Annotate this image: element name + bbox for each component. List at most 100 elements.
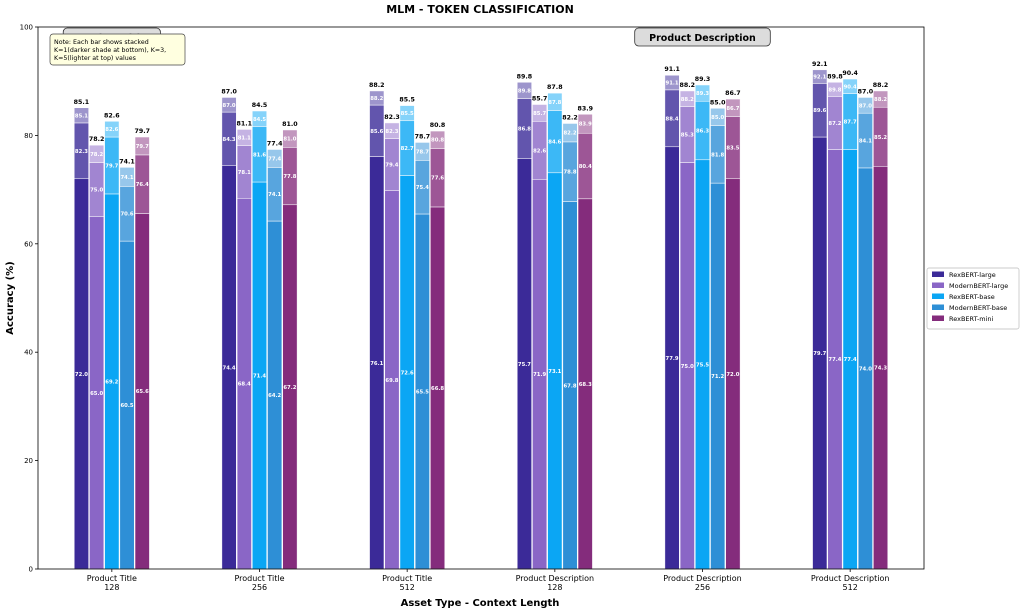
section-label: Product Description — [634, 27, 771, 47]
k1-label: 74.0 — [859, 366, 872, 372]
k5-label: 82.3 — [385, 129, 398, 135]
bar-top-label: 85.7 — [532, 96, 548, 103]
bar-top-label: 86.7 — [725, 90, 741, 97]
bar-k5 — [547, 92, 563, 111]
bar-k5 — [369, 90, 385, 106]
k1-label: 71.9 — [533, 372, 546, 378]
bar-top-label: 81.0 — [282, 121, 298, 128]
k1-label: 73.1 — [548, 369, 561, 375]
k1-label: 69.8 — [385, 378, 398, 384]
legend-swatch — [932, 315, 944, 321]
section-label-box — [634, 27, 771, 47]
k1-label: 65.6 — [136, 389, 149, 395]
bar-top-label: 89.3 — [695, 76, 711, 83]
k5-label: 89.3 — [696, 91, 709, 97]
bar-top-label: 87.0 — [858, 88, 874, 95]
bar-k5 — [577, 114, 593, 134]
bar-top-label: 90.4 — [842, 70, 858, 77]
k1-label: 79.7 — [813, 351, 826, 357]
bar-top-label: 84.5 — [252, 102, 268, 109]
bar-top-label: 89.8 — [827, 73, 843, 80]
k5-label: 77.4 — [268, 156, 281, 162]
x-axis-label: Asset Type - Context Length — [401, 598, 560, 609]
bar-k5 — [562, 123, 578, 143]
x-tick-label: Product Title — [234, 574, 284, 583]
k5-label: 83.9 — [579, 122, 592, 128]
x-tick-label: Product Description — [516, 574, 594, 583]
k3-label: 78.1 — [238, 170, 251, 176]
k5-label: 87.8 — [548, 100, 561, 106]
legend-label: RexBERT-mini — [949, 315, 994, 323]
k3-label: 84.6 — [548, 140, 561, 146]
bar-k5 — [842, 78, 858, 94]
bar-k5 — [134, 136, 150, 156]
k1-label: 72.0 — [75, 372, 88, 378]
k1-label: 72.0 — [726, 372, 739, 378]
k3-label: 79.7 — [105, 163, 118, 169]
k1-label: 77.9 — [666, 356, 679, 362]
k1-label: 68.3 — [579, 382, 592, 388]
k3-label: 76.4 — [136, 182, 149, 188]
k5-label: 82.6 — [105, 127, 118, 133]
k3-label: 85.3 — [681, 133, 694, 139]
k3-label: 80.4 — [579, 164, 592, 170]
x-tick-label: Product Title — [382, 574, 432, 583]
bar-k5 — [710, 108, 726, 126]
k5-label: 87.0 — [859, 103, 872, 109]
k1-label: 74.3 — [874, 366, 887, 372]
k5-label: 78.2 — [90, 152, 103, 158]
k5-label: 81.0 — [283, 137, 296, 143]
k1-label: 76.1 — [370, 361, 383, 367]
k3-label: 79.4 — [385, 163, 398, 169]
k3-label: 70.6 — [120, 212, 133, 218]
k5-label: 78.7 — [416, 149, 429, 155]
bar-top-label: 81.1 — [237, 120, 253, 127]
bar-k5 — [384, 122, 400, 139]
bar-top-label: 91.1 — [664, 66, 680, 73]
k3-label: 89.6 — [813, 108, 826, 114]
bar-k5 — [282, 129, 298, 148]
bar-k5 — [695, 84, 710, 102]
k1-label: 65.0 — [90, 391, 103, 397]
bar-k5 — [725, 98, 741, 117]
k1-label: 75.7 — [518, 362, 531, 368]
k5-label: 74.1 — [120, 175, 133, 181]
bar-k5 — [664, 74, 680, 91]
k5-label: 85.0 — [711, 115, 724, 121]
bar-k5 — [236, 129, 252, 146]
y-tick-label: 20 — [24, 457, 33, 465]
bar-k5 — [827, 82, 843, 97]
k3-label: 81.6 — [253, 152, 266, 158]
bar-top-label: 89.8 — [517, 73, 533, 80]
legend-label: RexBERT-large — [949, 271, 996, 279]
x-tick-label: 256 — [252, 583, 267, 592]
k3-label: 75.4 — [416, 185, 429, 191]
bar-top-label: 82.2 — [562, 114, 578, 121]
bar-k5 — [89, 144, 105, 163]
y-tick-label: 80 — [24, 132, 33, 140]
bar-k5 — [812, 69, 828, 84]
k5-label: 85.5 — [401, 111, 414, 117]
k1-label: 65.5 — [416, 389, 429, 395]
k5-label: 85.1 — [75, 113, 88, 119]
bar-top-label: 87.0 — [221, 88, 237, 95]
bar-top-label: 88.2 — [873, 82, 889, 89]
k3-label: 78.8 — [563, 170, 576, 176]
k5-label: 90.4 — [844, 84, 857, 90]
k5-label: 91.1 — [666, 81, 679, 87]
y-axis-label: Accuracy (%) — [5, 261, 16, 334]
bar-top-label: 85.0 — [710, 99, 726, 106]
k1-label: 77.4 — [828, 357, 841, 363]
bar-k5 — [252, 110, 267, 127]
bar-k5 — [857, 97, 873, 114]
bar-top-label: 83.9 — [577, 105, 593, 112]
k1-label: 68.4 — [238, 382, 251, 388]
bar-k5 — [516, 82, 532, 99]
bar-top-label: 82.3 — [384, 114, 400, 121]
x-tick-label: 512 — [843, 583, 858, 592]
x-tick-label: Product Title — [87, 574, 137, 583]
k3-label: 82.3 — [75, 149, 88, 155]
legend-swatch — [932, 282, 944, 288]
bar-top-label: 82.6 — [104, 112, 120, 119]
